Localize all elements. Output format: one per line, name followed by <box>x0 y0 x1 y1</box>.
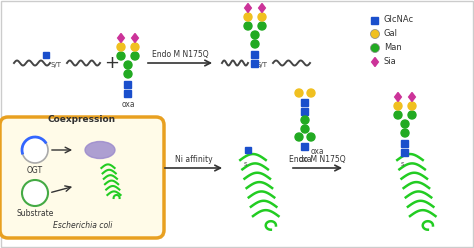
Text: oxa: oxa <box>298 155 312 164</box>
Text: Ni affinity: Ni affinity <box>175 155 212 164</box>
Bar <box>245 147 251 153</box>
Circle shape <box>244 13 252 21</box>
Polygon shape <box>395 93 401 101</box>
Text: oxa: oxa <box>310 147 324 156</box>
Text: Man: Man <box>384 43 402 53</box>
Bar <box>125 90 131 96</box>
Circle shape <box>394 111 402 119</box>
FancyBboxPatch shape <box>0 117 164 238</box>
Polygon shape <box>259 3 265 12</box>
Text: Endo M N175Q: Endo M N175Q <box>152 50 208 59</box>
Bar <box>301 107 309 115</box>
Circle shape <box>258 22 266 30</box>
Text: Endo M N175Q: Endo M N175Q <box>289 155 346 164</box>
Text: OGT: OGT <box>27 166 43 175</box>
Bar <box>43 52 49 58</box>
Circle shape <box>401 129 409 137</box>
Circle shape <box>244 22 252 30</box>
Bar <box>401 139 409 147</box>
Text: Substrate: Substrate <box>16 209 54 218</box>
Bar <box>301 98 309 105</box>
Circle shape <box>401 120 409 128</box>
Circle shape <box>117 43 125 51</box>
Circle shape <box>258 13 266 21</box>
Circle shape <box>131 52 139 60</box>
Polygon shape <box>372 58 378 66</box>
Circle shape <box>295 133 303 141</box>
Polygon shape <box>409 93 415 101</box>
Text: Gal: Gal <box>384 30 398 38</box>
Bar <box>125 81 131 88</box>
Circle shape <box>295 89 303 97</box>
Bar <box>252 51 258 58</box>
Circle shape <box>22 180 48 206</box>
Circle shape <box>131 43 139 51</box>
Circle shape <box>371 30 380 38</box>
Circle shape <box>124 70 132 78</box>
Circle shape <box>307 89 315 97</box>
Circle shape <box>251 40 259 48</box>
Text: Coexpression: Coexpression <box>48 116 116 124</box>
Bar <box>372 17 379 24</box>
Text: +: + <box>104 54 119 72</box>
Circle shape <box>117 52 125 60</box>
Bar <box>252 60 258 66</box>
Polygon shape <box>118 33 124 42</box>
Circle shape <box>301 125 309 133</box>
Text: S/T: S/T <box>51 62 62 68</box>
Polygon shape <box>245 3 251 12</box>
Bar <box>301 143 309 150</box>
Circle shape <box>301 116 309 124</box>
Ellipse shape <box>85 142 115 158</box>
Circle shape <box>307 133 315 141</box>
Text: oxa: oxa <box>121 100 135 109</box>
Circle shape <box>394 102 402 110</box>
Circle shape <box>251 31 259 39</box>
Circle shape <box>371 43 380 53</box>
Text: s: s <box>243 161 247 167</box>
Polygon shape <box>132 33 138 42</box>
Text: S/T: S/T <box>257 62 268 68</box>
Text: Escherichia coli: Escherichia coli <box>53 221 113 230</box>
Circle shape <box>22 137 48 163</box>
Circle shape <box>408 111 416 119</box>
Text: Sia: Sia <box>384 58 397 66</box>
Circle shape <box>124 61 132 69</box>
Circle shape <box>408 102 416 110</box>
Text: s: s <box>400 161 404 167</box>
Text: GlcNAc: GlcNAc <box>384 15 414 25</box>
Bar <box>401 149 409 155</box>
